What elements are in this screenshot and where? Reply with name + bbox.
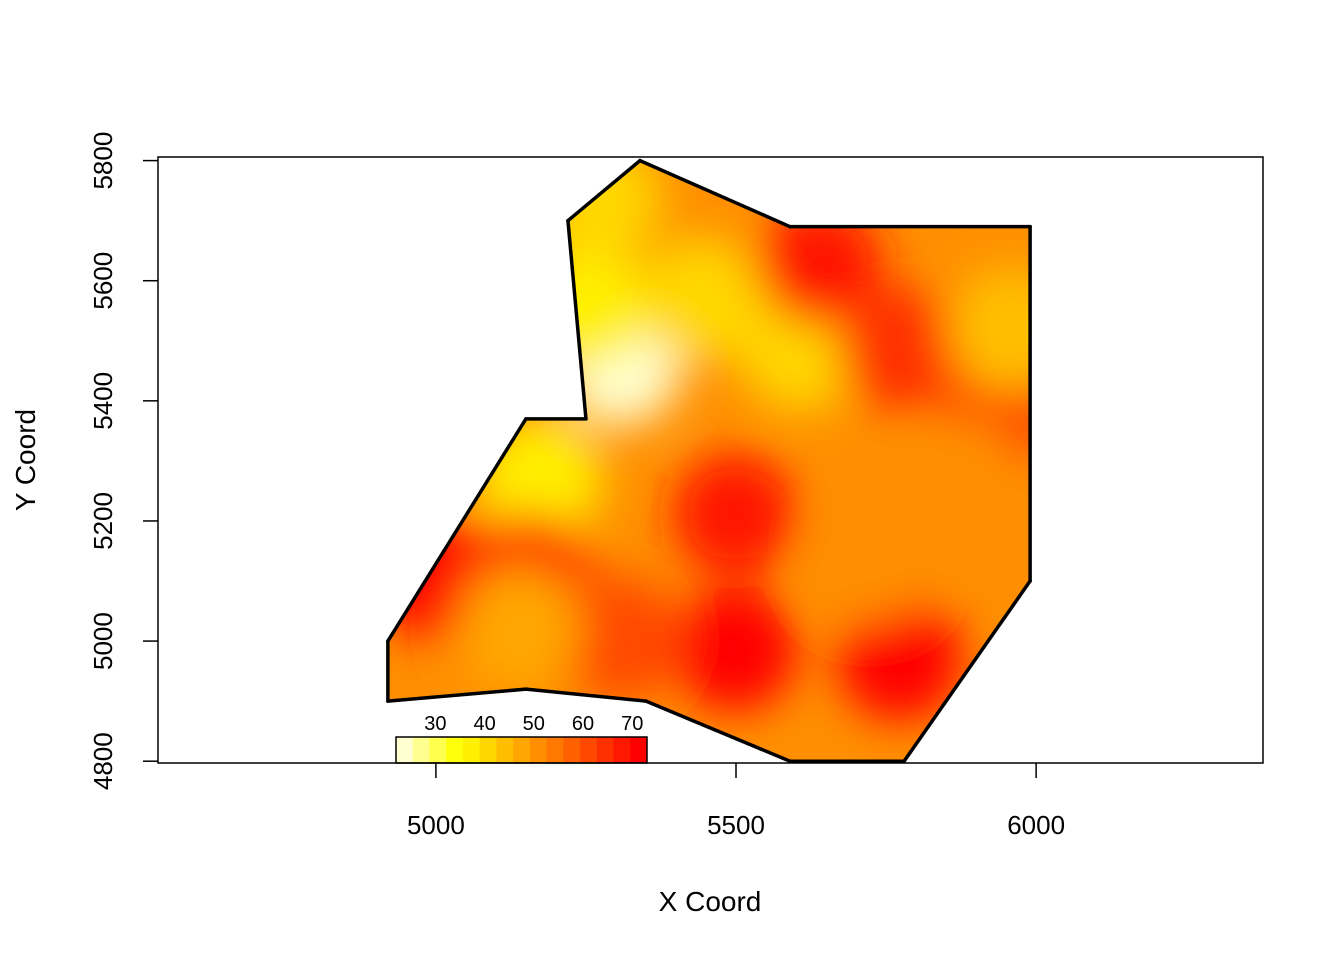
- hotspot: [758, 202, 883, 327]
- legend-swatch: [396, 737, 414, 763]
- x-tick-label: 5500: [707, 810, 765, 840]
- hotspot: [837, 597, 962, 722]
- boundary-edge: [902, 579, 1032, 763]
- legend-swatch: [529, 737, 548, 763]
- y-tick-label: 5000: [88, 612, 118, 670]
- legend-swatch: [546, 737, 564, 763]
- legend-swatch: [630, 737, 648, 763]
- legend-swatch: [412, 737, 430, 763]
- legend-swatch: [479, 737, 497, 763]
- boundary-edge: [386, 417, 528, 643]
- boundary-edge: [386, 687, 528, 703]
- legend-tick-label: 40: [473, 713, 495, 735]
- hotspot: [558, 577, 683, 702]
- y-tick-label: 4800: [88, 732, 118, 790]
- x-tick-label: 5000: [407, 810, 465, 840]
- legend-swatch: [513, 737, 531, 763]
- y-tick-label: 5800: [88, 132, 118, 190]
- legend-tick-label: 30: [424, 713, 446, 735]
- hotspot: [807, 497, 932, 622]
- x-axis-title: X Coord: [659, 886, 762, 917]
- legend-swatch: [580, 737, 598, 763]
- legend-swatch: [596, 737, 615, 763]
- y-tick-label: 5200: [88, 492, 118, 550]
- legend-swatch: [563, 737, 581, 763]
- hotspot: [672, 452, 797, 577]
- hotspot: [672, 587, 797, 712]
- y-axis-title: Y Coord: [10, 409, 41, 511]
- legend-swatch: [613, 737, 631, 763]
- legend-tick-label: 60: [572, 713, 594, 735]
- hotspot: [457, 567, 582, 692]
- y-tick-label: 5600: [88, 252, 118, 310]
- boundary-edge: [566, 218, 588, 421]
- legend-swatch: [446, 737, 464, 763]
- legend-tick-label: 50: [523, 713, 545, 735]
- legend-tick-label: 70: [621, 713, 643, 735]
- hotspot: [897, 417, 1022, 542]
- y-tick-label: 5400: [88, 372, 118, 430]
- boundary-edge: [524, 687, 648, 703]
- hotspot: [837, 287, 962, 412]
- legend-swatch: [429, 737, 447, 763]
- hotspot: [637, 237, 762, 362]
- x-tick-label: 6000: [1007, 810, 1065, 840]
- boundary-edge: [566, 158, 642, 223]
- hotspot: [537, 160, 662, 262]
- boundary-edge: [644, 699, 792, 763]
- hotspot: [523, 242, 648, 367]
- hotspot: [948, 267, 1031, 392]
- legend-swatch: [496, 737, 514, 763]
- boundary-edge: [638, 158, 792, 229]
- legend-swatch: [462, 737, 481, 763]
- plot-frame: [157, 156, 1264, 764]
